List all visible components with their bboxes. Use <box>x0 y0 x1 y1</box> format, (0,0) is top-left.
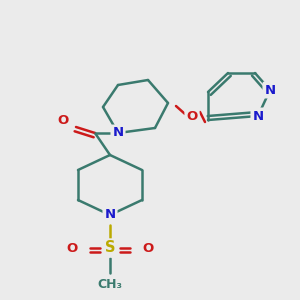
Text: N: N <box>264 83 276 97</box>
Text: S: S <box>105 241 115 256</box>
Text: N: N <box>112 127 124 140</box>
Text: CH₃: CH₃ <box>98 278 122 290</box>
Text: N: N <box>104 208 116 221</box>
Text: O: O <box>142 242 154 254</box>
Text: O: O <box>186 110 198 124</box>
Text: O: O <box>66 242 78 254</box>
Text: N: N <box>252 110 264 122</box>
Text: O: O <box>57 113 69 127</box>
